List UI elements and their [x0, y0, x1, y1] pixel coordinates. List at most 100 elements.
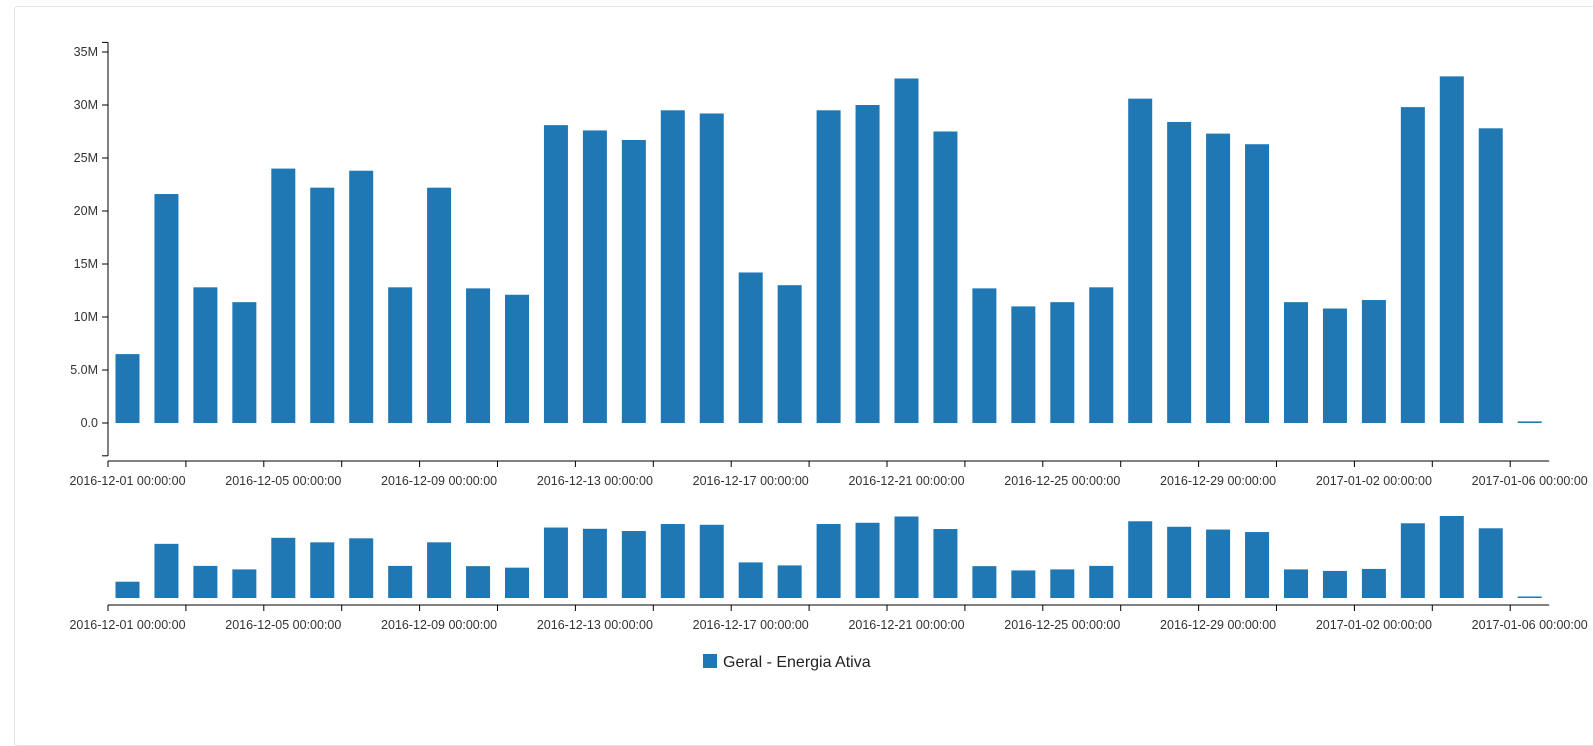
bar-2016-12-21: [894, 78, 919, 423]
main-x-tick-label: 2016-12-09 00:00:00: [381, 474, 497, 488]
bar-2017-01-02: [1361, 300, 1386, 423]
y-tick-label: 25M: [74, 151, 98, 165]
main-x-tick-label: 2016-12-13 00:00:00: [537, 474, 653, 488]
context-bar-2017-01-02: [1361, 568, 1386, 598]
bar-chart: 0.0 5.0M 10M 15M 20M 25M 30M 35M 2016-12-01 00:0…: [69, 41, 1588, 671]
main-plot: 0.0 5.0M 10M 15M 20M 25M 30M 35M 2016-12-01 00:0…: [69, 41, 1588, 488]
bar-2016-12-09: [427, 187, 452, 423]
context-bar-2016-12-23: [972, 566, 997, 598]
bar-2016-12-14: [621, 139, 646, 424]
context-bar-2016-12-25: [1050, 569, 1075, 598]
bar-2016-12-03: [193, 287, 218, 423]
bar-2016-12-05: [271, 168, 296, 423]
bar-2017-01-04: [1439, 76, 1464, 423]
context-x-tick-label: 2017-01-06 00:00:00: [1472, 618, 1588, 632]
context-x-tick-label: 2016-12-13 00:00:00: [537, 618, 653, 632]
bar-2016-12-12: [543, 125, 568, 423]
bar-2016-12-26: [1089, 287, 1114, 423]
context-bar-2016-12-13: [582, 528, 607, 598]
context-bar-2016-12-19: [816, 524, 841, 598]
context-bar-2017-01-03: [1400, 523, 1425, 598]
bar-2016-12-29: [1206, 133, 1231, 423]
context-x-tick-label: 2016-12-21 00:00:00: [848, 618, 964, 632]
bar-2017-01-03: [1400, 107, 1425, 424]
main-x-tick-label: 2016-12-01 00:00:00: [69, 474, 185, 488]
legend: Geral - Energia Ativa: [703, 654, 871, 671]
y-tick-label: 35M: [74, 45, 98, 59]
bar-2016-12-19: [816, 110, 841, 424]
y-tick-label: 0.0: [81, 416, 98, 430]
bar-2016-12-10: [466, 288, 491, 423]
bar-2016-12-08: [388, 287, 413, 423]
bar-2016-12-31: [1284, 302, 1308, 423]
context-bar-2016-12-24: [1011, 570, 1036, 598]
context-x-tick-label: 2016-12-05 00:00:00: [225, 618, 341, 632]
context-bar-2017-01-01: [1322, 570, 1347, 598]
legend-label: Geral - Energia Ativa: [723, 654, 871, 671]
context-bar-2016-12-11: [505, 567, 529, 598]
bar-2016-12-15: [660, 110, 685, 424]
y-tick-label: 15M: [74, 257, 98, 271]
main-x-tick-label: 2016-12-21 00:00:00: [848, 474, 964, 488]
bar-2016-12-30: [1245, 144, 1270, 423]
legend-swatch: [703, 654, 717, 668]
bar-2016-12-17: [738, 272, 763, 423]
main-x-tick-label: 2016-12-05 00:00:00: [225, 474, 341, 488]
main-x-tick-label: 2017-01-02 00:00:00: [1316, 474, 1432, 488]
bar-2016-12-20: [855, 105, 880, 423]
context-bar-2016-12-14: [621, 531, 646, 598]
context-x-tick-label: 2016-12-09 00:00:00: [381, 618, 497, 632]
bar-2016-12-04: [232, 302, 257, 423]
bar-2016-12-16: [699, 113, 724, 423]
context-bar-2016-12-18: [777, 565, 802, 598]
y-tick-label: 20M: [74, 204, 98, 218]
bar-2017-01-06: [1517, 421, 1542, 423]
context-x-tick-label: 2016-12-25 00:00:00: [1004, 618, 1120, 632]
context-bar-2016-12-31: [1284, 569, 1308, 598]
bar-2016-12-02: [154, 194, 179, 423]
context-bar-2016-12-07: [349, 538, 374, 598]
context-bar-2016-12-30: [1245, 532, 1270, 598]
bar-2016-12-25: [1050, 302, 1075, 423]
context-bar-2016-12-01: [115, 581, 140, 598]
context-bar-2016-12-28: [1167, 526, 1192, 598]
context-bar-2016-12-10: [466, 566, 491, 598]
context-bar-2016-12-05: [271, 537, 296, 598]
context-x-tick-label: 2016-12-29 00:00:00: [1160, 618, 1276, 632]
context-bar-2016-12-21: [894, 516, 919, 598]
context-bar-2016-12-22: [933, 529, 958, 598]
context-bar-2017-01-05: [1478, 528, 1503, 598]
context-bar-2016-12-17: [738, 562, 763, 598]
y-tick-label: 10M: [74, 310, 98, 324]
context-bar-2016-12-03: [193, 565, 218, 598]
bar-2016-12-22: [933, 131, 958, 423]
context-bar-2016-12-16: [699, 524, 724, 598]
context-x-tick-label: 2017-01-02 00:00:00: [1316, 618, 1432, 632]
bar-2016-12-27: [1128, 98, 1153, 423]
context-bar-2016-12-02: [154, 543, 179, 598]
main-x-tick-label: 2016-12-17 00:00:00: [693, 474, 809, 488]
context-bar-2016-12-04: [232, 569, 257, 598]
context-brush-plot[interactable]: 2016-12-01 00:00:00 2016-12-05 00:00:00 20…: [69, 516, 1588, 632]
bar-2016-12-28: [1167, 121, 1192, 424]
bar-2016-12-07: [349, 170, 374, 423]
bar-2016-12-23: [972, 288, 997, 423]
context-bar-2016-12-27: [1128, 521, 1153, 598]
y-tick-label: 30M: [74, 98, 98, 112]
context-bar-2016-12-08: [388, 565, 413, 598]
main-x-tick-label: 2016-12-29 00:00:00: [1160, 474, 1276, 488]
bar-2016-12-06: [310, 187, 335, 423]
context-bar-2017-01-06: [1517, 596, 1542, 598]
context-bar-2016-12-20: [855, 522, 880, 598]
bar-2016-12-01: [115, 354, 140, 423]
context-bar-2017-01-04: [1439, 516, 1464, 598]
context-x-tick-label: 2016-12-01 00:00:00: [69, 618, 185, 632]
bar-2016-12-18: [777, 285, 802, 423]
main-x-tick-label: 2017-01-06 00:00:00: [1472, 474, 1588, 488]
context-bar-2016-12-06: [310, 542, 335, 598]
main-x-tick-label: 2016-12-25 00:00:00: [1004, 474, 1120, 488]
bar-2016-12-11: [505, 294, 529, 423]
bar-2017-01-05: [1478, 128, 1503, 423]
context-bar-2016-12-29: [1206, 529, 1231, 598]
y-tick-label: 5.0M: [70, 363, 98, 377]
